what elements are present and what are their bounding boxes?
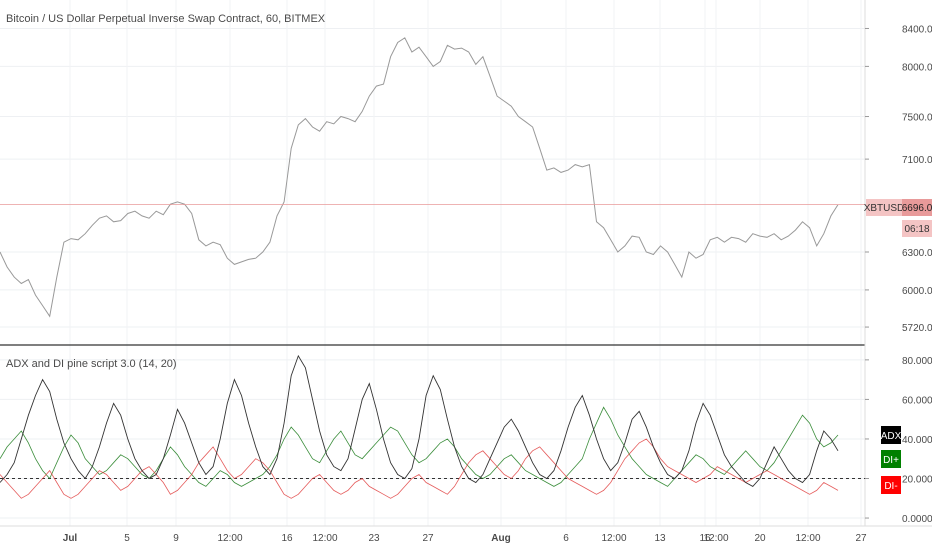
indicator-tick-label: 80.0000 [902, 356, 932, 367]
price-series-group [0, 37, 865, 318]
price-tick-label: 7500.0 [902, 113, 932, 124]
last-price-tag-bg [902, 199, 932, 216]
indicator-series-di [0, 406, 839, 487]
legend-tag-label: ADX [881, 431, 902, 442]
price-series-line [0, 37, 839, 318]
indicator-tick-label: 60.0000 [902, 395, 932, 406]
time-tick-label: 23 [368, 533, 380, 544]
indicator-axis[interactable]: 80.0000 60.0000 40.0000 20.0000 0.0000 [865, 356, 932, 525]
price-tick-label: 7100.0 [902, 155, 932, 166]
time-tick-label: 5 [124, 533, 130, 544]
indicator-series-di [0, 438, 839, 499]
indicator-tick-label: 0.0000 [902, 514, 932, 525]
price-tick-label: 5720.0 [902, 323, 932, 334]
symbol-price-label: XBTUSD 6696.0 06:18 [864, 199, 932, 237]
time-tick-label: 12:00 [601, 533, 626, 544]
price-axis[interactable]: 8400.0 8000.0 7500.0 7100.0 6300.0 6000.0 5720… [865, 24, 932, 334]
legend-tag-bg [881, 450, 901, 468]
indicator-tick-label: 40.0000 [902, 435, 932, 446]
time-tick-label: 27 [422, 533, 434, 544]
indicator-series-adx [0, 354, 839, 487]
time-tick-label: Jul [63, 533, 78, 544]
chart-title: Bitcoin / US Dollar Perpetual Inverse Sw… [6, 13, 326, 25]
price-tick-label: 6000.0 [902, 286, 932, 297]
time-tick-label: 16 [699, 533, 711, 544]
time-tick-label: 12:00 [795, 533, 820, 544]
price-pane-grid [0, 0, 865, 526]
indicator-tick-label: 20.0000 [902, 475, 932, 486]
last-price-tag: 6696.0 [902, 203, 932, 214]
time-tick-label: 12:00 [312, 533, 337, 544]
time-tick-label: 9 [173, 533, 179, 544]
countdown-tag-bg [902, 220, 932, 237]
legend-tag-bg [881, 476, 901, 494]
symbol-tag-bg [866, 199, 902, 216]
time-tick-label: 27 [855, 533, 867, 544]
price-tick-label: 8400.0 [902, 24, 932, 35]
time-tick-label: 13 [654, 533, 666, 544]
indicator-series-group [0, 354, 865, 499]
countdown-tag: 06:18 [904, 224, 929, 235]
legend-tag-bg [881, 426, 901, 444]
price-tick-label: 6300.0 [902, 248, 932, 259]
time-tick-label: Aug [491, 533, 510, 544]
indicator-legend-tags: ADX DI+ DI- [881, 426, 902, 494]
price-tick-label: 8000.0 [902, 62, 932, 73]
legend-tag-label: DI- [884, 481, 897, 492]
time-tick-label: 12:00 [217, 533, 242, 544]
time-tick-label: 6 [563, 533, 569, 544]
symbol-tag: XBTUSD [864, 203, 905, 214]
time-tick-label: 16 [281, 533, 293, 544]
legend-tag-label: DI+ [883, 455, 899, 466]
indicator-title: ADX and DI pine script 3.0 (14, 20) [6, 358, 177, 370]
time-tick-label: 20 [754, 533, 766, 544]
time-tick-label: 12:00 [703, 533, 728, 544]
